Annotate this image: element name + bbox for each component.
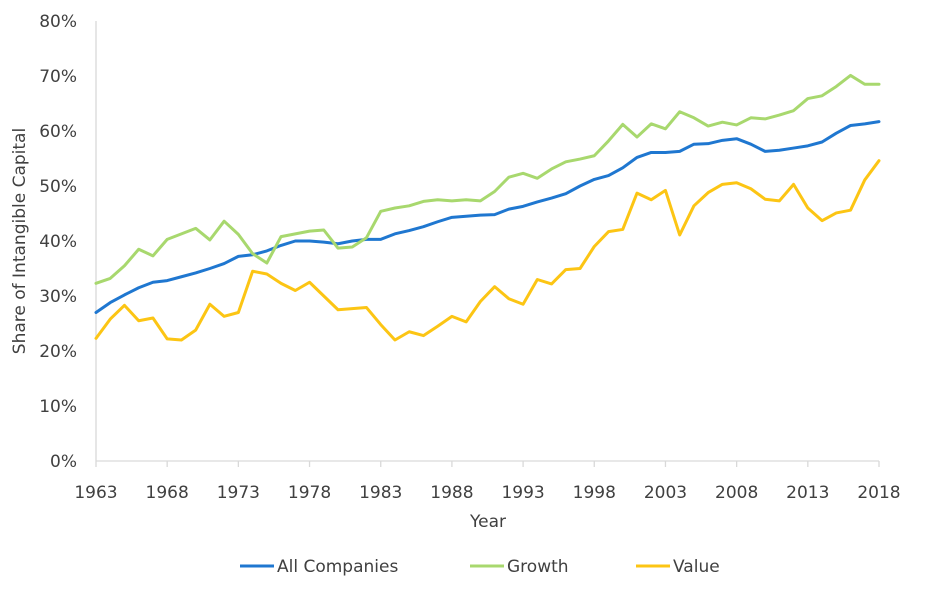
x-tick-label: 1988	[430, 483, 473, 503]
legend: All Companies Growth Value	[240, 557, 720, 577]
y-axis-title: Share of Intangible Capital	[10, 128, 30, 354]
series-lines	[94, 73, 881, 342]
y-tick-label: 30%	[39, 287, 77, 307]
series-line-all-companies	[94, 120, 881, 314]
legend-label-growth: Growth	[507, 557, 569, 577]
y-tick-label: 0%	[50, 452, 77, 472]
legend-label-all-companies: All Companies	[277, 557, 398, 577]
x-tick-label: 1993	[501, 483, 544, 503]
x-tick-label: 2018	[857, 483, 900, 503]
y-tick-label: 60%	[39, 122, 77, 142]
x-axis-ticks	[95, 461, 880, 467]
x-tick-label: 1973	[217, 483, 260, 503]
y-tick-label: 50%	[39, 177, 77, 197]
y-tick-label: 70%	[39, 67, 77, 87]
x-tick-label: 2003	[644, 483, 687, 503]
x-tick-label: 2008	[715, 483, 758, 503]
x-axis-tick-labels: 1963 1968 1973 1978 1983 1988 1993 1998 2003 2008…	[74, 483, 900, 503]
y-tick-label: 40%	[39, 232, 77, 252]
series-line-growth	[94, 73, 881, 285]
y-tick-label: 10%	[39, 397, 77, 417]
x-tick-label: 2013	[786, 483, 829, 503]
x-tick-label: 1998	[573, 483, 616, 503]
legend-label-value: Value	[673, 557, 720, 577]
series-line-value	[94, 159, 881, 342]
x-tick-label: 1983	[359, 483, 402, 503]
y-tick-label: 20%	[39, 342, 77, 362]
x-tick-label: 1978	[288, 483, 331, 503]
x-axis-title: Year	[469, 512, 506, 532]
y-tick-label: 80%	[39, 12, 77, 32]
x-tick-label: 1968	[146, 483, 189, 503]
x-tick-label: 1963	[74, 483, 117, 503]
y-axis-tick-labels: 0% 10% 20% 30% 40% 50% 60% 70% 80%	[39, 12, 77, 472]
